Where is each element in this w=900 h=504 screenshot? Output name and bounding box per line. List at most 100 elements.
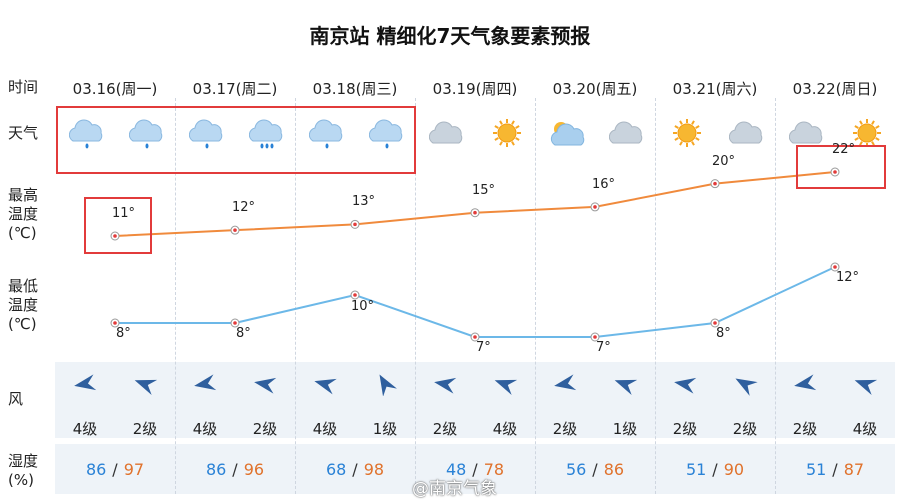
date-label: 03.21(周六) [672, 80, 758, 98]
tmin-point-center [113, 321, 117, 325]
wind-level: 2级 [432, 420, 458, 438]
humidity-value: 86 / 97 [60, 460, 170, 479]
label-tmax-line1: 最高 [8, 186, 39, 204]
date-label: 03.20(周五) [552, 80, 638, 98]
tmin-point-center [833, 265, 837, 269]
humidity-value: 86 / 96 [180, 460, 290, 479]
label-humidity: 湿度 (%) [8, 452, 38, 490]
cloud-icon [729, 121, 763, 144]
humidity-afternoon: 86 [603, 460, 625, 479]
wind-level: 2级 [792, 420, 818, 438]
date-label: 03.22(周日) [792, 80, 878, 98]
humidity-separator: / [832, 460, 838, 479]
humidity-afternoon: 98 [363, 460, 385, 479]
wind-direction-icon [854, 379, 878, 395]
highlight-tmax-0316 [84, 197, 152, 254]
tmin-label: 8° [236, 326, 251, 341]
tmin-label: 10° [351, 299, 375, 314]
wind-direction-icon [134, 379, 158, 395]
tmax-label: 11° [112, 206, 136, 221]
cloud-icon [429, 121, 463, 144]
tmin-label: 8° [116, 326, 131, 341]
tmax-label: 13° [352, 194, 376, 210]
wind-direction-icon [379, 374, 397, 396]
wind-level: 1级 [612, 420, 638, 438]
date-label: 03.18(周三) [312, 80, 398, 98]
date-label: 03.17(周二) [192, 80, 278, 98]
cloud-rain-icon [189, 119, 223, 149]
label-humidity-line2: (%) [8, 471, 34, 489]
label-time: 时间 [8, 78, 39, 96]
tmax-point-center [473, 210, 477, 215]
tmin-label: 7° [476, 340, 491, 355]
partly-cloudy-icon [550, 122, 585, 146]
sun-icon [493, 119, 521, 147]
label-tmin-line3: (℃) [8, 315, 37, 333]
column-separator [295, 98, 296, 494]
column-separator [535, 98, 536, 494]
column-separator [175, 98, 176, 494]
tmax-label: 20° [712, 153, 736, 169]
humidity-separator: / [112, 460, 118, 479]
wind-direction-icon [254, 377, 277, 394]
tmax-label: 22° [832, 142, 856, 157]
label-humidity-line1: 湿度 [8, 452, 39, 470]
humidity-separator: / [232, 460, 238, 479]
wind-direction-icon [194, 374, 217, 391]
wind-direction-icon [735, 378, 758, 396]
wind-level: 2级 [252, 420, 278, 438]
wind-level: 4级 [492, 420, 518, 438]
wind-level: 4级 [72, 420, 98, 438]
label-weather: 天气 [8, 124, 39, 142]
humidity-value: 51 / 87 [780, 460, 890, 479]
humidity-separator: / [352, 460, 358, 479]
cloud-icon [789, 121, 823, 144]
tmax-label: 15° [472, 182, 496, 198]
label-wind: 风 [8, 390, 24, 408]
wind-direction-icon [74, 374, 97, 391]
humidity-value: 68 / 98 [300, 460, 410, 479]
humidity-value: 51 / 90 [660, 460, 770, 479]
tmax-point-center [593, 205, 597, 209]
label-tmin: 最低 温度 (℃) [8, 277, 38, 334]
tmax-label: 12° [232, 200, 256, 216]
wind-level: 1级 [372, 420, 398, 438]
humidity-separator: / [472, 460, 478, 479]
wind-level: 4级 [192, 420, 218, 438]
wind-direction-icon [614, 379, 638, 395]
tmin-point-center [713, 321, 717, 325]
tmin-point-center [353, 293, 357, 297]
humidity-separator: / [712, 460, 718, 479]
humidity-morning: 86 [205, 460, 227, 479]
column-separator [655, 98, 656, 494]
tmax-point-center [113, 234, 117, 238]
date-label: 03.19(周四) [432, 80, 518, 98]
tmin-label: 12° [836, 270, 860, 285]
wind-level: 4级 [312, 420, 338, 438]
cloud-rain-heavy-icon [249, 119, 283, 149]
humidity-band [55, 444, 895, 494]
label-tmin-line2: 温度 [8, 296, 39, 314]
label-tmax: 最高 温度 (℃) [8, 186, 38, 243]
tmax-line [114, 171, 836, 237]
wind-level: 2级 [132, 420, 158, 438]
tmax-point-center [233, 228, 237, 232]
tmin-point-center [593, 335, 597, 339]
page-title: 南京站 精细化7天气象要素预报 [309, 24, 591, 48]
sun-icon [673, 119, 701, 147]
humidity-morning: 51 [685, 460, 707, 479]
wind-level: 2级 [672, 420, 698, 438]
tmin-point-center [473, 335, 477, 339]
tmax-point-center [713, 181, 717, 186]
humidity-afternoon: 78 [483, 460, 505, 479]
wind-direction-icon [554, 374, 577, 391]
humidity-morning: 56 [565, 460, 587, 479]
tmax-label: 16° [592, 176, 616, 192]
label-tmax-line3: (℃) [8, 224, 37, 242]
humidity-morning: 48 [445, 460, 467, 479]
highlight-tmax-0322 [796, 145, 886, 189]
tmin-point-center [233, 321, 237, 325]
wind-direction-icon [494, 379, 518, 395]
